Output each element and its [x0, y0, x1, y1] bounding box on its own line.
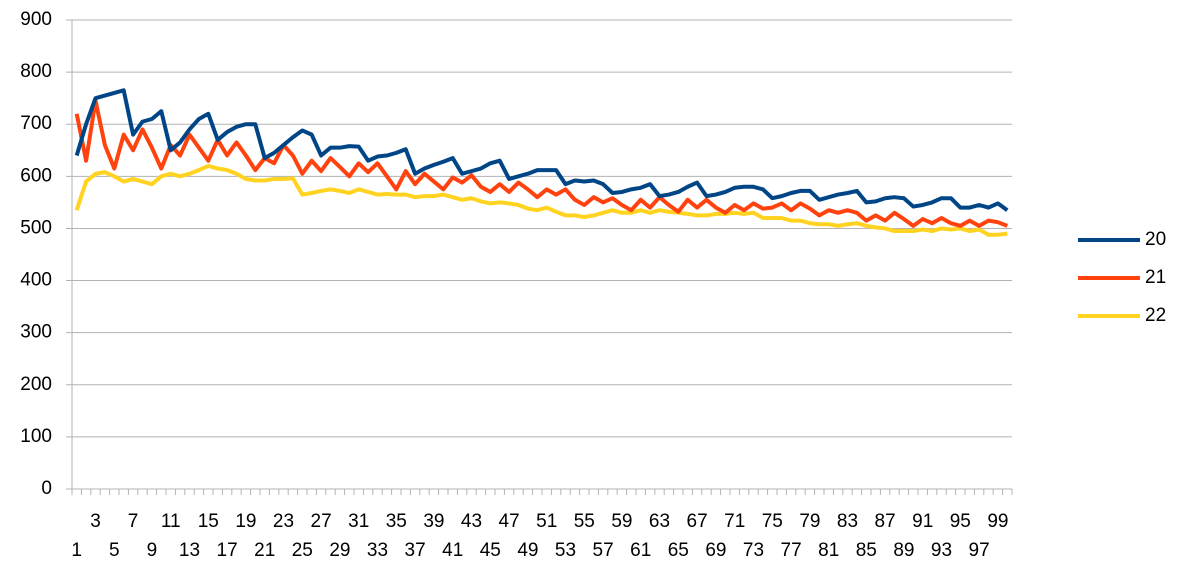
x-tick-label: 53	[555, 540, 576, 561]
x-tick-label: 45	[480, 540, 501, 561]
line-series	[74, 163, 1008, 237]
x-tick-label: 57	[593, 540, 614, 561]
y-tick-label: 100	[20, 426, 52, 447]
y-tick-label: 500	[20, 217, 52, 238]
x-tick-label: 47	[499, 511, 520, 532]
x-tick-label: 59	[611, 511, 632, 532]
x-tick-label: 65	[668, 540, 689, 561]
x-tick-label: 75	[762, 511, 783, 532]
x-tick-label: 71	[724, 511, 745, 532]
x-tick-label: 55	[574, 511, 595, 532]
x-tick-label: 13	[179, 540, 200, 561]
y-tick-label: 400	[20, 270, 52, 291]
x-tick-label: 5	[109, 540, 120, 561]
x-tick-label: 87	[875, 511, 896, 532]
y-tick-label: 300	[20, 322, 52, 343]
y-tick-label: 800	[20, 61, 52, 82]
x-tick-label: 91	[912, 511, 933, 532]
x-tick-label: 19	[235, 511, 256, 532]
legend-label: 21	[1145, 267, 1166, 288]
x-tick-label: 23	[273, 511, 294, 532]
x-tick-label: 7	[128, 511, 139, 532]
x-tick-label: 51	[536, 511, 557, 532]
x-tick-label: 89	[893, 540, 914, 561]
x-tick-label: 17	[217, 540, 238, 561]
y-tick-label: 700	[20, 113, 52, 134]
x-tick-label: 99	[987, 511, 1008, 532]
x-tick-label: 83	[837, 511, 858, 532]
x-tick-label: 85	[856, 540, 877, 561]
x-tick-label: 41	[442, 540, 463, 561]
y-tick-label: 900	[20, 9, 52, 30]
y-tick-label: 0	[41, 478, 52, 499]
x-tick-label: 25	[292, 540, 313, 561]
x-tick-label: 3	[90, 511, 101, 532]
line-series	[74, 88, 1009, 212]
x-tick-label: 15	[198, 511, 219, 532]
x-tick-label: 29	[329, 540, 350, 561]
x-tick-label: 49	[517, 540, 538, 561]
x-tick-label: 9	[147, 540, 158, 561]
x-tick-label: 63	[649, 511, 670, 532]
legend-label: 22	[1145, 305, 1166, 326]
x-tick-label: 77	[781, 540, 802, 561]
line-series	[74, 98, 1009, 228]
x-tick-label: 11	[161, 511, 181, 532]
x-tick-label: 39	[423, 511, 444, 532]
x-tick-label: 21	[254, 540, 275, 561]
x-tick-label: 93	[931, 540, 952, 561]
x-tick-label: 1	[71, 540, 82, 561]
y-tick-label: 600	[20, 165, 52, 186]
x-tick-label: 61	[630, 540, 651, 561]
x-tick-label: 35	[386, 511, 407, 532]
x-tick-label: 67	[687, 511, 708, 532]
x-tick-label: 69	[705, 540, 726, 561]
x-tick-label: 73	[743, 540, 764, 561]
x-tick-label: 31	[348, 511, 369, 532]
x-tick-label: 97	[969, 540, 990, 561]
x-tick-label: 37	[405, 540, 426, 561]
x-tick-label: 33	[367, 540, 388, 561]
x-tick-label: 81	[818, 540, 839, 561]
y-tick-label: 200	[20, 374, 52, 395]
legend-label: 20	[1145, 229, 1166, 250]
x-tick-label: 43	[461, 511, 482, 532]
x-tick-label: 95	[950, 511, 971, 532]
x-tick-label: 27	[311, 511, 332, 532]
x-tick-label: 79	[799, 511, 820, 532]
